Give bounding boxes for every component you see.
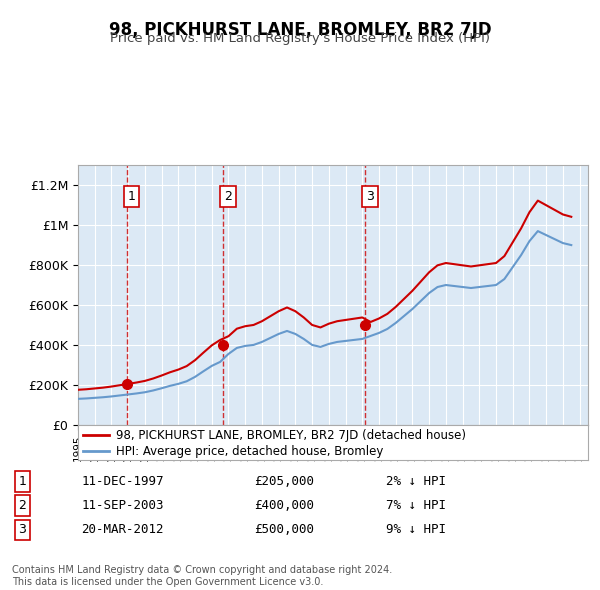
Text: 2: 2 — [19, 499, 26, 512]
Text: 11-DEC-1997: 11-DEC-1997 — [81, 475, 164, 488]
Text: £205,000: £205,000 — [254, 475, 314, 488]
Text: 7% ↓ HPI: 7% ↓ HPI — [386, 499, 446, 512]
Text: 9% ↓ HPI: 9% ↓ HPI — [386, 523, 446, 536]
Text: 11-SEP-2003: 11-SEP-2003 — [81, 499, 164, 512]
Text: HPI: Average price, detached house, Bromley: HPI: Average price, detached house, Brom… — [116, 445, 383, 458]
Text: 3: 3 — [19, 523, 26, 536]
Text: 2: 2 — [224, 190, 232, 203]
Text: £400,000: £400,000 — [254, 499, 314, 512]
Text: 98, PICKHURST LANE, BROMLEY, BR2 7JD (detached house): 98, PICKHURST LANE, BROMLEY, BR2 7JD (de… — [116, 429, 466, 442]
Text: 2% ↓ HPI: 2% ↓ HPI — [386, 475, 446, 488]
Text: 20-MAR-2012: 20-MAR-2012 — [81, 523, 164, 536]
Text: 1: 1 — [128, 190, 136, 203]
Text: Price paid vs. HM Land Registry's House Price Index (HPI): Price paid vs. HM Land Registry's House … — [110, 32, 490, 45]
Text: 98, PICKHURST LANE, BROMLEY, BR2 7JD: 98, PICKHURST LANE, BROMLEY, BR2 7JD — [109, 21, 491, 39]
Text: Contains HM Land Registry data © Crown copyright and database right 2024.
This d: Contains HM Land Registry data © Crown c… — [12, 565, 392, 587]
Text: £500,000: £500,000 — [254, 523, 314, 536]
Text: 3: 3 — [366, 190, 374, 203]
Text: 1: 1 — [19, 475, 26, 488]
